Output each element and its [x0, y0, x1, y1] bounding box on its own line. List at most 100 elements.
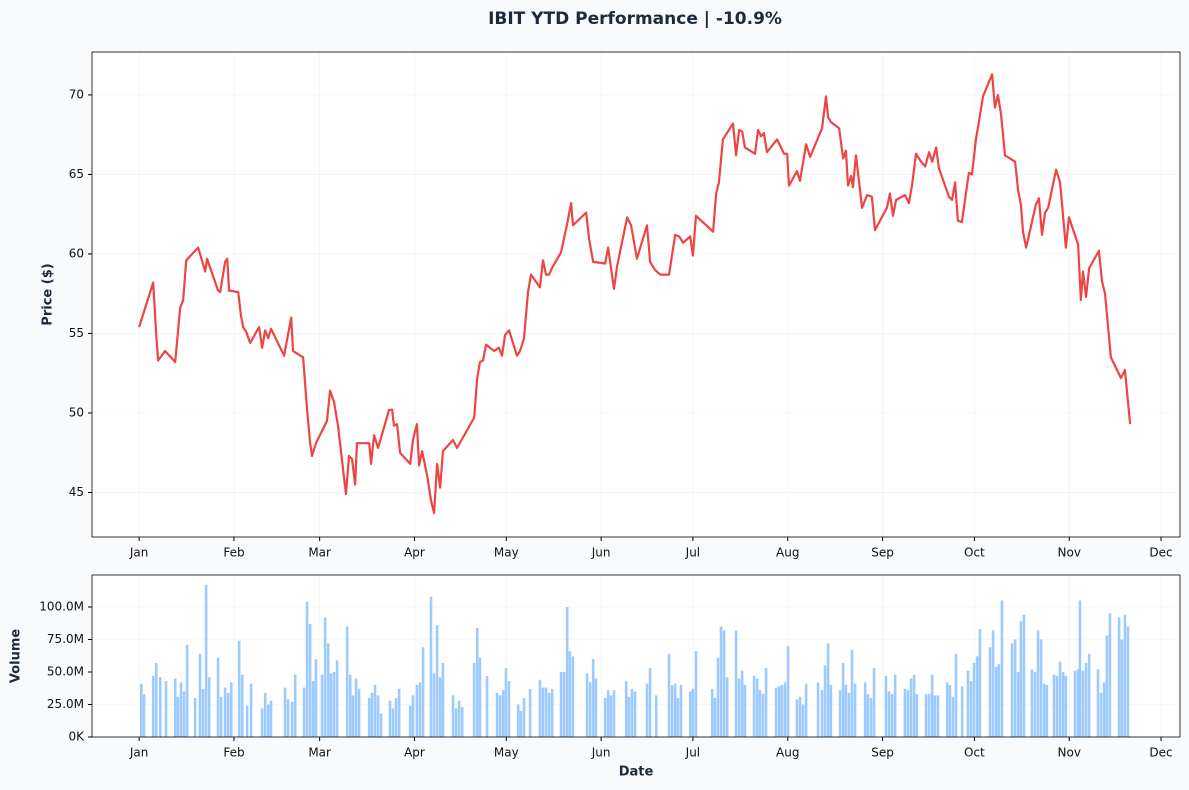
volume-bar — [435, 625, 439, 737]
y-tick-label: 50 — [69, 405, 84, 419]
volume-bar — [670, 684, 674, 737]
volume-bar — [1013, 639, 1017, 737]
volume-bar — [1033, 671, 1037, 737]
volume-bar — [283, 687, 287, 737]
volume-bar — [780, 684, 784, 737]
volume-bar — [912, 674, 916, 737]
volume-bar — [801, 704, 805, 737]
volume-bar — [290, 701, 294, 737]
x-tick-label: Jan — [129, 546, 149, 560]
y-tick-label: 0K — [68, 730, 85, 744]
volume-bar — [850, 649, 854, 737]
volume-bar — [538, 679, 542, 737]
volume-bar — [906, 690, 910, 737]
volume-bar — [457, 700, 461, 737]
volume-bar — [1120, 639, 1124, 737]
volume-bar — [501, 690, 505, 737]
volume-bar — [624, 681, 628, 737]
volume-bar — [954, 653, 958, 737]
x-tick-label: Sep — [871, 746, 894, 760]
volume-bar — [376, 695, 380, 737]
volume-bar — [226, 692, 230, 737]
volume-bar — [286, 699, 290, 737]
x-tick-label: Jan — [129, 746, 149, 760]
volume-bar — [783, 682, 787, 737]
volume-bar — [654, 695, 658, 737]
volume-bar — [1019, 621, 1023, 737]
volume-bar — [1030, 669, 1034, 737]
volume-bar — [411, 695, 415, 737]
volume-bar — [988, 647, 992, 737]
volume-bar — [1105, 635, 1109, 737]
y-tick-label: 65 — [69, 167, 84, 181]
y-axis-label: Volume — [9, 629, 24, 684]
x-axis-label: Date — [619, 765, 654, 780]
volume-bar — [154, 662, 158, 737]
volume-bar — [475, 627, 479, 737]
volume-bar — [764, 668, 768, 737]
volume-bar — [415, 684, 419, 737]
volume-bar — [373, 684, 377, 737]
volume-bar — [237, 640, 241, 737]
volume-bar — [1045, 684, 1049, 737]
volume-bar — [820, 690, 824, 737]
y-tick-label: 70 — [69, 87, 84, 101]
volume-bar — [719, 626, 723, 737]
volume-bar — [201, 688, 205, 737]
volume-bar — [960, 686, 964, 737]
volume-bar — [924, 694, 928, 737]
volume-bar — [679, 684, 683, 737]
x-tick-label: Dec — [1149, 746, 1172, 760]
volume-bar — [1099, 692, 1103, 737]
volume-bar — [207, 677, 211, 737]
volume-bar — [1039, 639, 1043, 737]
volume-bar — [1055, 675, 1059, 737]
volume-bar — [847, 692, 851, 737]
volume-bar — [308, 623, 312, 737]
volume-bar — [329, 673, 333, 737]
y-tick-label: 55 — [69, 326, 84, 340]
volume-bar — [568, 651, 572, 737]
axes-frame — [91, 574, 1181, 738]
volume-bar — [571, 656, 575, 737]
volume-bar — [890, 694, 894, 737]
volume-bar — [591, 658, 595, 737]
volume-bar — [519, 710, 523, 737]
volume-bar — [311, 681, 315, 737]
volume-bar — [185, 644, 189, 737]
volume-bar — [498, 695, 502, 737]
volume-bar — [1061, 671, 1065, 737]
volume-bar — [829, 684, 833, 737]
volume-bar — [151, 675, 155, 737]
volume-bar — [975, 656, 979, 737]
volume-bar — [1096, 669, 1100, 737]
volume-bar — [460, 707, 464, 737]
volume-bar — [609, 695, 613, 737]
volume-bar — [198, 653, 202, 737]
volume-bar — [260, 708, 264, 737]
volume-bar — [293, 674, 297, 737]
volume-bar — [716, 657, 720, 737]
volume-bar — [320, 674, 324, 737]
volume-bar — [1087, 653, 1091, 737]
x-tick-label: Apr — [404, 746, 425, 760]
volume-bar — [216, 657, 220, 737]
y-tick-label: 50.0M — [47, 664, 84, 678]
volume-bar — [740, 670, 744, 737]
volume-bar — [559, 671, 563, 737]
volume-bar — [909, 678, 913, 737]
volume-bar — [394, 697, 398, 737]
volume-bar — [603, 697, 607, 737]
x-tick-label: Apr — [404, 546, 425, 560]
volume-bar — [722, 630, 726, 737]
volume-bar — [1108, 613, 1112, 737]
volume-bar — [249, 683, 253, 737]
volume-bar — [755, 678, 759, 737]
volume-bar — [915, 694, 919, 737]
x-tick-label: Jun — [591, 546, 611, 560]
volume-bar — [379, 713, 383, 737]
x-tick-label: Oct — [964, 546, 985, 560]
volume-bar — [176, 696, 180, 737]
x-tick-label: Mar — [308, 546, 331, 560]
volume-bar — [348, 674, 352, 737]
